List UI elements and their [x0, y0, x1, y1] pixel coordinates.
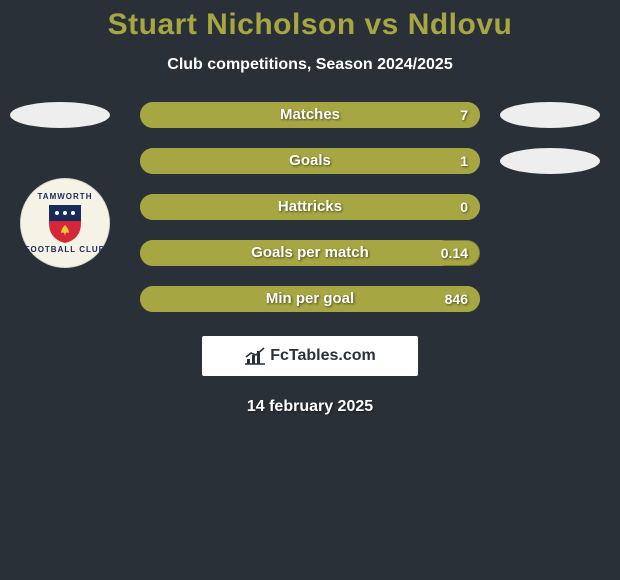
stat-value-right: 7 [140, 102, 468, 128]
subtitle: Club competitions, Season 2024/2025 [0, 56, 620, 74]
player-left-marker [10, 102, 110, 128]
player-right-marker [500, 148, 600, 174]
badge-bottom-text: FOOTBALL CLUB [25, 245, 106, 254]
badge-top-text: TAMWORTH [38, 192, 93, 201]
chart-icon [244, 347, 266, 365]
stat-row: Min per goal846 [0, 286, 620, 312]
infographic-container: Stuart Nicholson vs Ndlovu Club competit… [0, 0, 620, 416]
brand-text: FcTables.com [270, 347, 376, 365]
date-text: 14 february 2025 [0, 398, 620, 416]
brand-badge: FcTables.com [202, 336, 418, 376]
stat-value-right: 846 [140, 286, 468, 312]
stat-row: Goals1 [0, 148, 620, 174]
shield-icon [47, 203, 83, 243]
stat-value-right: 0 [140, 194, 468, 220]
player-right-marker [500, 102, 600, 128]
stat-row: Matches7 [0, 102, 620, 128]
stat-value-right: 0.14 [140, 240, 468, 266]
stat-value-right: 1 [140, 148, 468, 174]
club-badge: TAMWORTH FOOTBALL CLUB [20, 178, 110, 268]
page-title: Stuart Nicholson vs Ndlovu [0, 8, 620, 42]
